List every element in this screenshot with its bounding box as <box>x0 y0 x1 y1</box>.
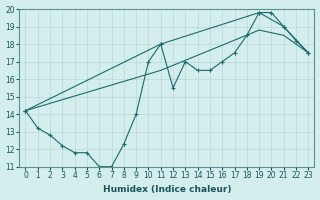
X-axis label: Humidex (Indice chaleur): Humidex (Indice chaleur) <box>103 185 231 194</box>
